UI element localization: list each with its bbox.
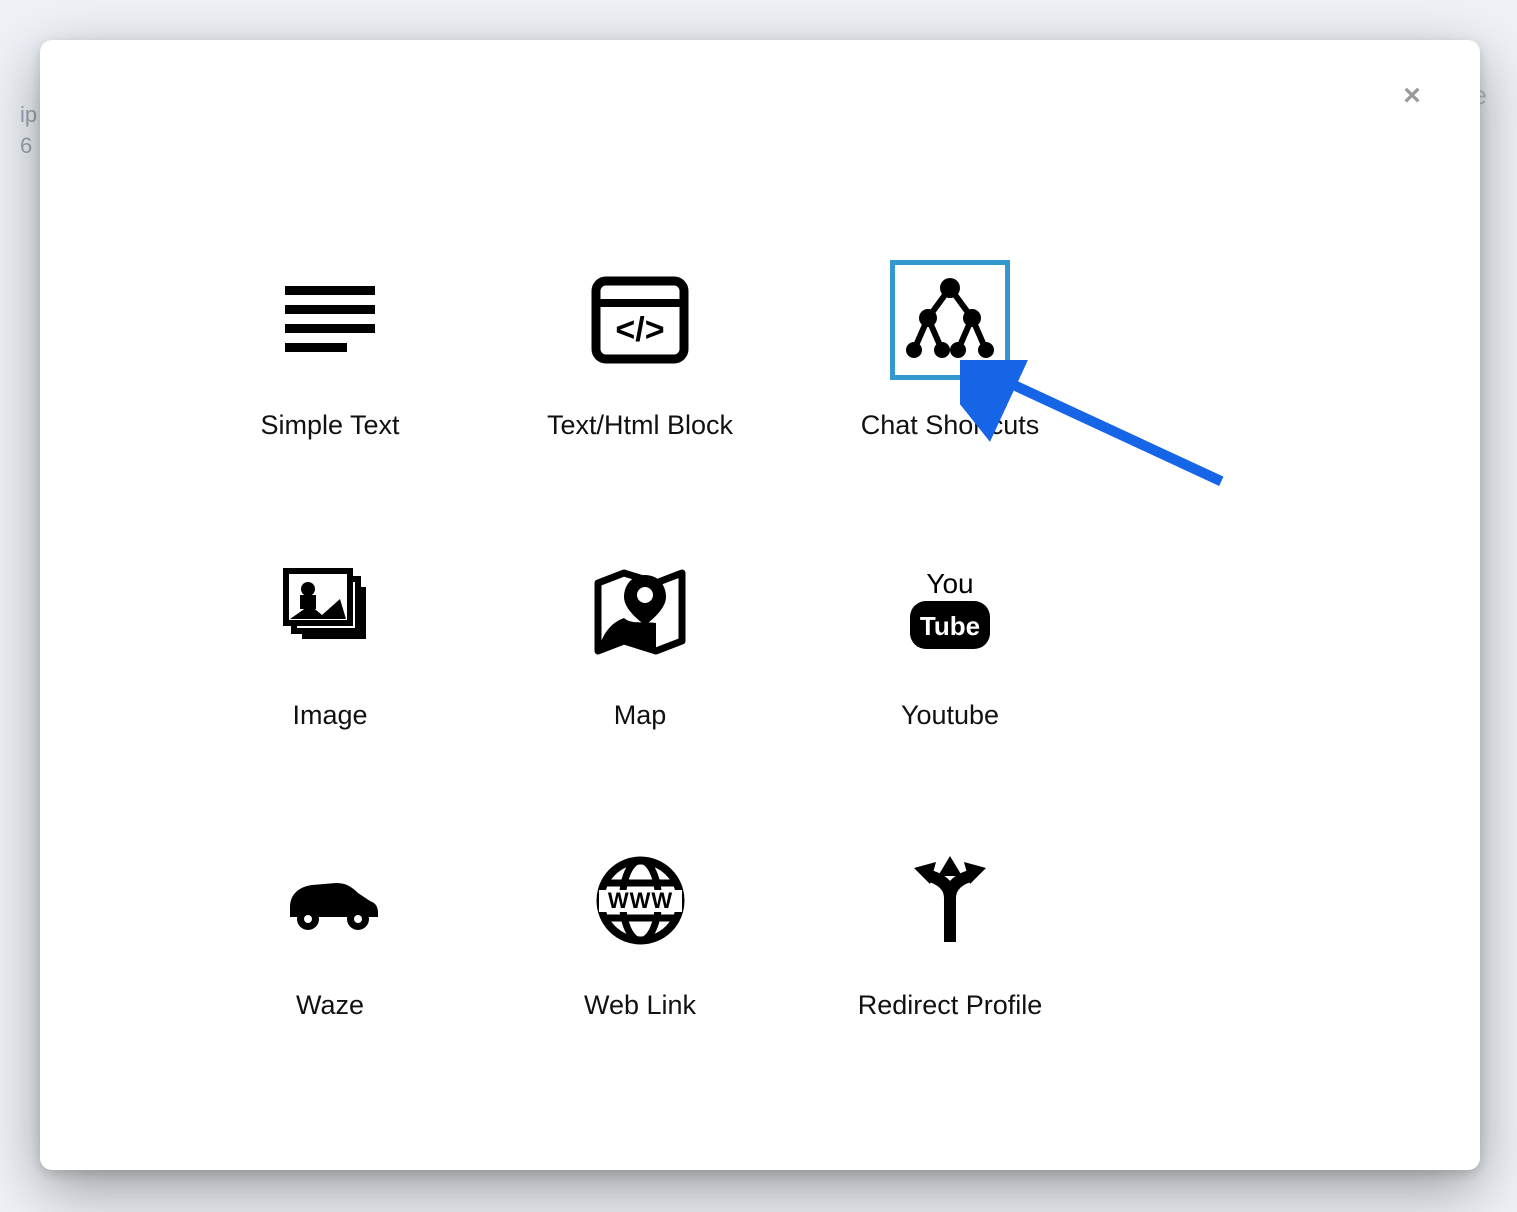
- simple-text-icon: [270, 260, 390, 380]
- close-icon: ×: [1403, 79, 1421, 113]
- option-image[interactable]: Image: [180, 540, 480, 820]
- option-label: Web Link: [584, 990, 696, 1021]
- option-redirect-profile[interactable]: Redirect Profile: [800, 830, 1100, 1110]
- option-label: Text/Html Block: [547, 410, 733, 441]
- option-label: Image: [292, 700, 367, 731]
- content-type-modal: × Simple Text </>: [40, 40, 1480, 1170]
- globe-www-icon: WWW: [580, 840, 700, 960]
- option-label: Map: [614, 700, 667, 731]
- option-waze[interactable]: Waze: [180, 830, 480, 1110]
- option-label: Redirect Profile: [858, 990, 1043, 1021]
- car-icon: [270, 840, 390, 960]
- option-simple-text[interactable]: Simple Text: [180, 250, 480, 530]
- image-icon: [270, 550, 390, 670]
- option-label: Simple Text: [260, 410, 399, 441]
- option-label: Chat Shortcuts: [861, 410, 1040, 441]
- option-web-link[interactable]: WWW Web Link: [490, 830, 790, 1110]
- svg-text:WWW: WWW: [607, 888, 672, 913]
- youtube-icon: You Tube: [890, 550, 1010, 670]
- map-icon: [580, 550, 700, 670]
- svg-text:Tube: Tube: [920, 611, 980, 641]
- backdrop-text-left: ip6: [20, 100, 37, 162]
- tree-icon: [890, 260, 1010, 380]
- option-label: Youtube: [901, 700, 999, 731]
- svg-text:You: You: [926, 568, 973, 599]
- option-map[interactable]: Map: [490, 540, 790, 820]
- options-grid: Simple Text </> Text/Html Block: [180, 250, 1400, 1110]
- svg-text:</>: </>: [615, 311, 664, 349]
- option-text-html-block[interactable]: </> Text/Html Block: [490, 250, 790, 530]
- redirect-arrows-icon: [890, 840, 1010, 960]
- option-chat-shortcuts[interactable]: Chat Shortcuts: [800, 250, 1100, 530]
- option-label: Waze: [296, 990, 364, 1021]
- close-button[interactable]: ×: [1392, 76, 1432, 116]
- option-youtube[interactable]: You Tube Youtube: [800, 540, 1100, 820]
- code-block-icon: </>: [580, 260, 700, 380]
